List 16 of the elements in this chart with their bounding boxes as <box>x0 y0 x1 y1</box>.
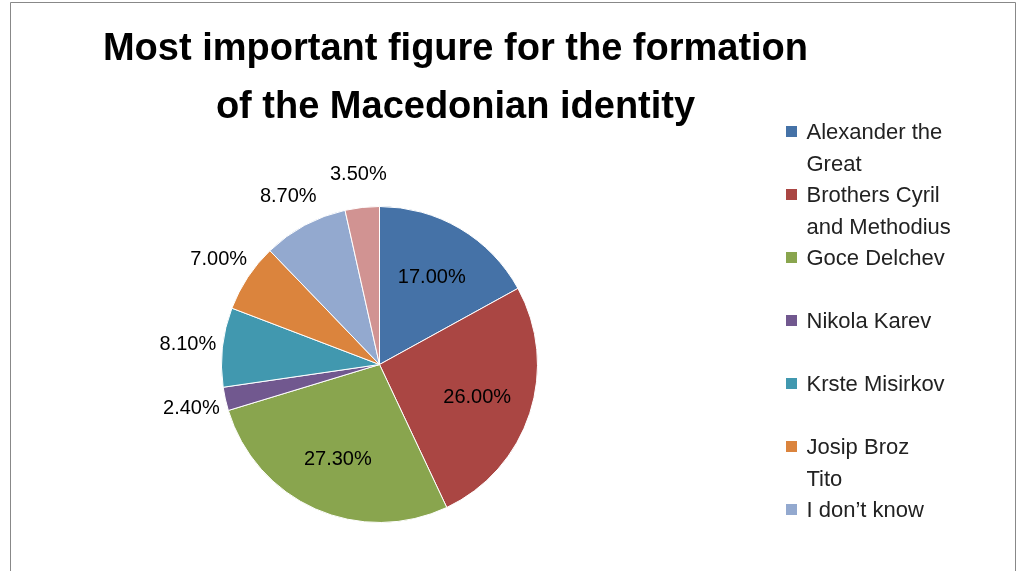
legend-label: I don’t know <box>806 497 925 522</box>
data-label: 8.70% <box>259 183 317 206</box>
legend-label: Alexander the Great <box>806 119 943 176</box>
chart-title: Most important figure for the formation of the Macedonian identity <box>102 25 809 126</box>
data-label: 2.40% <box>163 395 220 418</box>
legend-label: Goce Delchev <box>806 245 945 270</box>
legend-label: Krste Misirkov <box>806 371 945 396</box>
data-label: 3.50% <box>329 161 387 184</box>
data-label: 27.30% <box>303 447 372 470</box>
legend-label: Nikola Karev <box>806 308 932 333</box>
data-label: 26.00% <box>443 385 512 408</box>
data-label: 8.10% <box>159 332 217 355</box>
data-label: 17.00% <box>397 265 466 288</box>
data-label: 7.00% <box>190 247 248 270</box>
legend-label: Brothers Cyril and Methodius <box>806 182 951 239</box>
legend-label: Josip Broz Tito <box>806 434 910 491</box>
